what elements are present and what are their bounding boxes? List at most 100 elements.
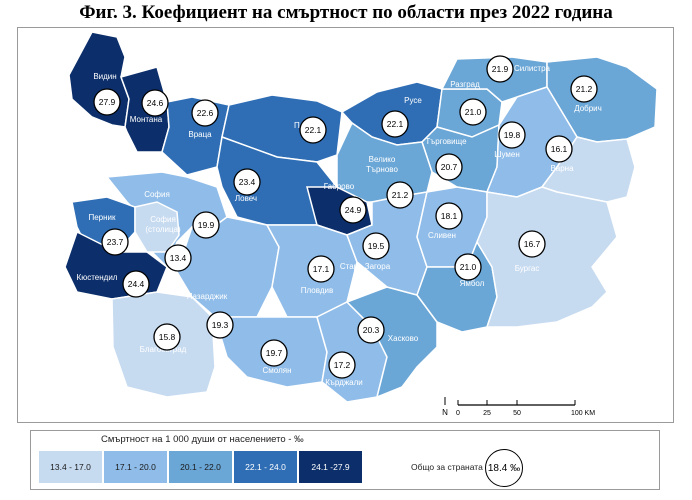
value-circle-ямбол: [454, 253, 482, 281]
value-circle-разград: [459, 98, 487, 126]
value-пловдив: 17.1: [313, 264, 330, 274]
value-враца: 22.6: [197, 108, 214, 118]
value-силистра: 21.9: [492, 64, 509, 74]
value-circle-враца: [191, 99, 219, 127]
legend: Смъртност на 1 000 души от населението -…: [30, 430, 660, 490]
value-кърджали: 17.2: [334, 360, 351, 370]
region-софия-столица: [134, 201, 180, 253]
value-монтана: 24.6: [147, 98, 164, 108]
value-шумен: 19.8: [504, 130, 521, 140]
value-circle-монтана: [141, 89, 169, 117]
region-label-ловеч: Ловеч: [235, 194, 257, 203]
region-label-габрово: Габрово: [324, 182, 355, 191]
value-circle-смолян: [260, 339, 288, 367]
bulgaria-choropleth-map: Видин27.9Монтана24.6Враца22.6Плевен22.1Л…: [64, 31, 658, 417]
legend-class-3: 20.1 - 22.0: [169, 451, 232, 483]
scale-tick-label: 0: [456, 410, 460, 417]
value-circle-пазарджик: [206, 311, 234, 339]
value-circle-перник: [101, 228, 129, 256]
value-велико-търново: 21.2: [392, 190, 409, 200]
region-label-кюстендил: Кюстендил: [77, 273, 118, 282]
region-label-враца: Враца: [188, 130, 212, 139]
value-сливен: 18.1: [441, 211, 458, 221]
value-ямбол: 21.0: [460, 262, 477, 272]
north-arrow: N: [442, 408, 448, 417]
scale-bar: N 0 25 50 100 KM: [442, 397, 595, 417]
region-label-бургас: Бургас: [515, 264, 540, 273]
value-хасково: 20.3: [363, 325, 380, 335]
region-label-велико-търново: Велико Търново: [366, 155, 398, 174]
national-total-label: Общо за страната: [411, 462, 483, 472]
value-видин: 27.9: [99, 97, 116, 107]
region-label-добрич: Добрич: [574, 104, 602, 113]
region-label-смолян: Смолян: [263, 366, 292, 375]
value-перник: 23.7: [107, 237, 124, 247]
value-русе: 22.1: [387, 119, 404, 129]
region-label-сливен: Сливен: [428, 231, 456, 240]
region-label-варна: Варна: [550, 164, 574, 173]
legend-title: Смъртност на 1 000 души от населението -…: [101, 434, 304, 445]
region-label-хасково: Хасково: [388, 334, 419, 343]
value-circle-кюстендил: [122, 270, 150, 298]
value-добрич: 21.2: [576, 84, 593, 94]
region-label-шумен: Шумен: [494, 150, 520, 159]
region-label-разград: Разград: [450, 80, 480, 89]
region-label-стара-загора: Стара Загора: [340, 262, 391, 271]
value-circle-велико-търново: [386, 181, 414, 209]
value-circle-ловеч: [233, 168, 261, 196]
value-circle-сливен: [435, 202, 463, 230]
legend-class-5: 24.1 -27.9: [299, 451, 362, 483]
value-circle-плевен: [299, 116, 327, 144]
value-circle-търговище: [435, 153, 463, 181]
value-стара-загора: 19.5: [368, 241, 385, 251]
region-label-монтана: Монтана: [130, 115, 163, 124]
value-circle-варна: [545, 135, 573, 163]
region-label-пазарджик: Пазарджик: [187, 292, 228, 301]
region-label-силистра: Силистра: [514, 64, 550, 73]
value-софия: 19.9: [198, 220, 215, 230]
region-label-видин: Видин: [93, 72, 116, 81]
value-варна: 16.1: [551, 144, 568, 154]
value-circle-шумен: [498, 121, 526, 149]
value-circle-русе: [381, 110, 409, 138]
value-ловеч: 23.4: [239, 177, 256, 187]
value-смолян: 19.7: [266, 348, 283, 358]
region-велико-търново: [336, 121, 433, 203]
map-title: Фиг. 3. Коефициент на смъртност по облас…: [79, 2, 613, 23]
value-circle-благоевград: [153, 323, 181, 351]
value-circle-силистра: [486, 55, 514, 83]
value-търговище: 20.7: [441, 162, 458, 172]
legend-class-1: 13.4 - 17.0: [39, 451, 102, 483]
national-total-value: 18.4 ‰: [485, 449, 523, 487]
value-благоевград: 15.8: [159, 332, 176, 342]
sofia-city-layer: [134, 201, 180, 253]
value-circle-стара-загора: [362, 232, 390, 260]
value-разград: 21.0: [465, 107, 482, 117]
scale-tick-label: 50: [513, 410, 521, 417]
value-circle-хасково: [357, 316, 385, 344]
region-бургас: [476, 186, 618, 328]
legend-class-2: 17.1 - 20.0: [104, 451, 167, 483]
value-circle-кърджали: [328, 351, 356, 379]
value-circle-добрич: [570, 75, 598, 103]
scale-tick-label: 100 KM: [571, 410, 595, 417]
value-кюстендил: 24.4: [128, 279, 145, 289]
region-label-ямбол: Ямбол: [460, 279, 485, 288]
legend-class-4: 22.1 - 24.0: [234, 451, 297, 483]
value-софия-столица: 13.4: [170, 253, 187, 263]
map-frame: [17, 27, 674, 423]
region-label-кърджали: Кърджали: [325, 378, 363, 387]
region-label-русе: Русе: [404, 96, 422, 105]
scale-tick-label: 25: [483, 410, 491, 417]
value-габрово: 24.9: [345, 205, 362, 215]
value-бургас: 16.7: [524, 239, 541, 249]
region-label-софия-столица: София (столица): [145, 215, 181, 234]
region-търговище: [421, 123, 500, 193]
value-плевен: 22.1: [305, 125, 322, 135]
value-circle-софия-столица: [164, 244, 192, 272]
labels-layer: Видин27.9Монтана24.6Враца22.6Плевен22.1Л…: [77, 55, 602, 387]
region-label-пловдив: Пловдив: [301, 286, 334, 295]
value-пазарджик: 19.3: [212, 320, 229, 330]
value-circle-пловдив: [307, 255, 335, 283]
region-label-софия: София: [144, 190, 170, 199]
